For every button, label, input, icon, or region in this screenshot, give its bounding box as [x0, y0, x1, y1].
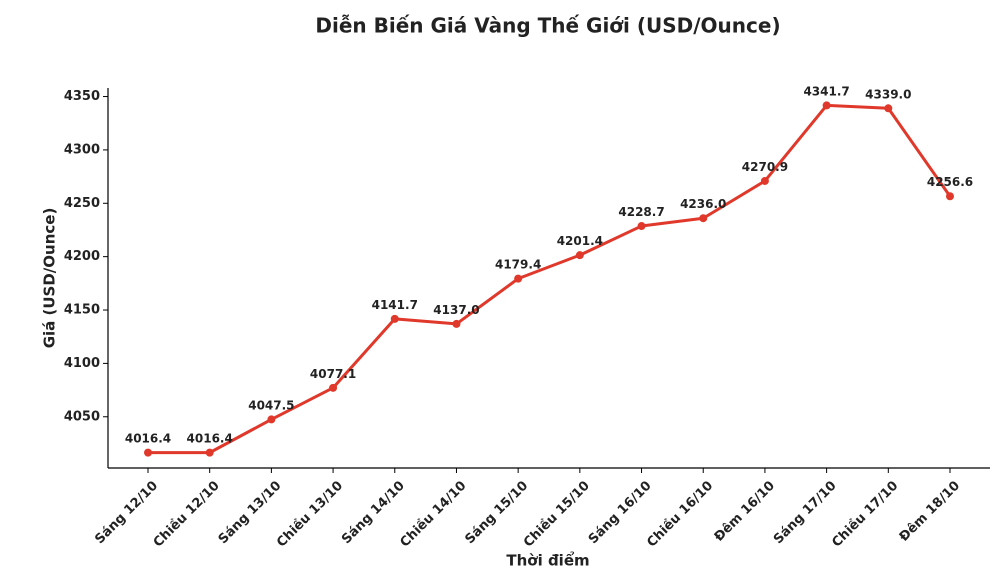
data-label: 4016.4 — [187, 432, 233, 446]
point — [144, 448, 152, 457]
x-tick-label: Chiều 15/10 — [521, 478, 593, 550]
data-label: 4137.0 — [433, 303, 479, 317]
x-tick-label: Sáng 16/10 — [586, 478, 655, 547]
data-label: 4228.7 — [618, 205, 664, 219]
data-label: 4236.0 — [680, 197, 726, 211]
chart-title: Diễn Biến Giá Vàng Thế Giới (USD/Ounce) — [315, 14, 780, 38]
point — [946, 192, 954, 201]
data-label: 4016.4 — [125, 432, 171, 446]
data-label: 4270.9 — [742, 160, 788, 174]
y-axis-label: Giá (USD/Ounce) — [41, 208, 59, 349]
y-tick-label: 4100 — [64, 356, 100, 371]
x-tick-label: Sáng 13/10 — [216, 478, 285, 547]
x-tick-label: Sáng 14/10 — [339, 478, 408, 547]
point — [822, 101, 831, 110]
x-tick-label: Sáng 15/10 — [463, 478, 532, 547]
x-tick-label: Chiều 17/10 — [829, 478, 901, 550]
y-tick-label: 4200 — [64, 249, 100, 264]
y-tick-label: 4350 — [64, 89, 100, 104]
point — [390, 314, 399, 323]
x-tick-label: Chiều 13/10 — [274, 478, 346, 550]
data-label: 4256.6 — [927, 175, 973, 189]
point — [575, 251, 584, 260]
line — [148, 103, 952, 455]
x-axis-label: Thời điểm — [506, 551, 589, 570]
point — [699, 214, 708, 223]
data-label: 4047.5 — [248, 398, 294, 412]
point — [205, 448, 214, 457]
y-tick-label: 4300 — [64, 142, 100, 157]
x-tick-label: Chiều 12/10 — [151, 478, 223, 550]
point — [637, 222, 646, 231]
point — [329, 383, 338, 392]
x-tick-label: Đêm 16/10 — [712, 478, 778, 544]
data-label: 4341.7 — [803, 84, 849, 98]
point — [884, 104, 893, 113]
y-tick-label: 4050 — [64, 409, 100, 424]
x-tick-label: Chiều 16/10 — [644, 478, 716, 550]
x-tick-label: Sáng 12/10 — [92, 478, 161, 547]
data-label: 4339.0 — [865, 87, 911, 101]
point — [267, 415, 276, 424]
data-label: 4077.1 — [310, 367, 356, 381]
x-tick-label: Chiều 14/10 — [398, 478, 470, 550]
y-tick-label: 4150 — [64, 303, 100, 318]
data-label: 4141.7 — [372, 298, 418, 312]
data-label: 4201.4 — [557, 234, 603, 248]
x-tick-label: Sáng 17/10 — [771, 478, 840, 547]
x-tick-label: Đêm 18/10 — [897, 478, 963, 544]
point — [452, 319, 461, 328]
point — [514, 274, 523, 283]
point — [760, 176, 769, 185]
data-label: 4179.4 — [495, 258, 541, 272]
y-tick-label: 4250 — [64, 196, 100, 211]
